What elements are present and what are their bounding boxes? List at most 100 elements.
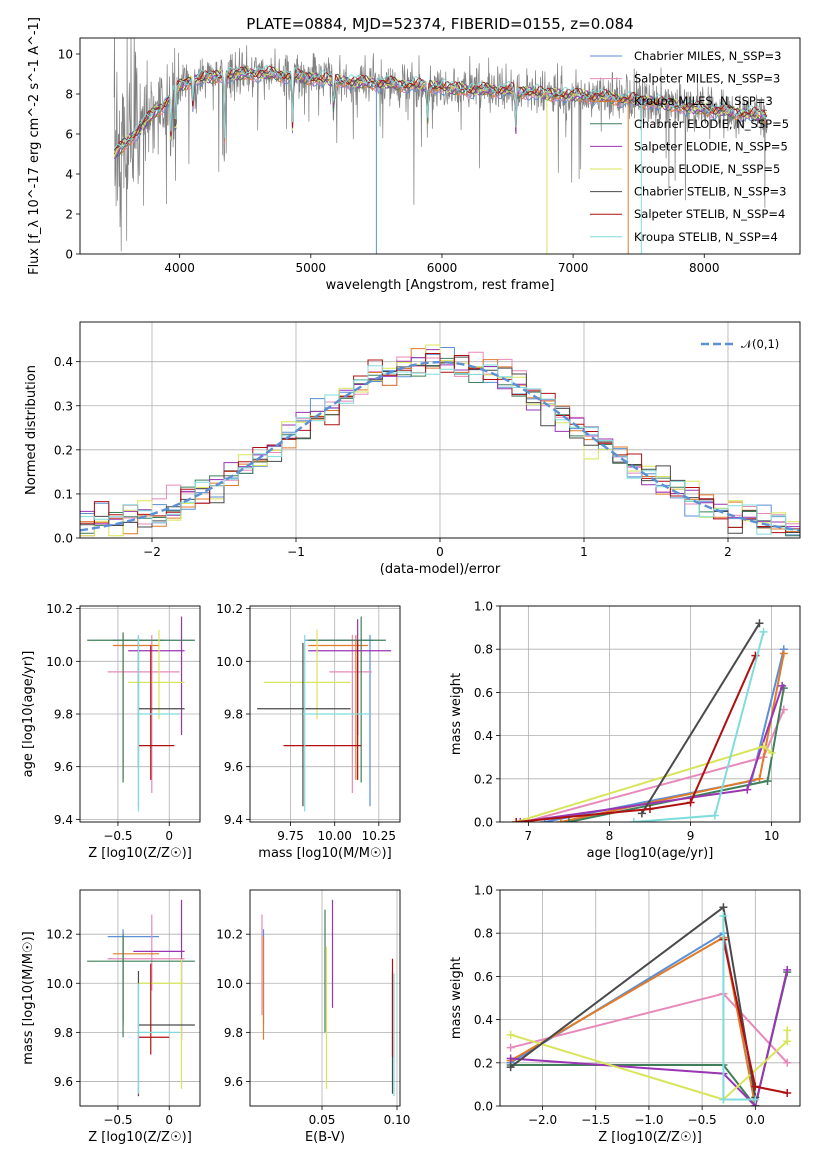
x-tick-label: 0 <box>436 545 444 559</box>
x-axis-label: Z [log10(Z/Z☉)] <box>88 1130 192 1145</box>
y-axis-label: mass [log10(M/M☉)] <box>21 931 36 1064</box>
y-tick-label: 0.4 <box>474 729 493 743</box>
x-tick-label: 0.05 <box>309 1113 336 1127</box>
mass-weight-marker <box>783 1037 792 1046</box>
x-axis-label: (data-model)/error <box>380 562 501 577</box>
y-tick-label: 0.2 <box>474 772 493 786</box>
mass-weight-marker <box>755 619 764 628</box>
y-tick-label: 0.8 <box>474 927 493 941</box>
mass-weight-marker <box>783 1089 792 1098</box>
mass-weight-marker <box>763 776 772 785</box>
figure-title: PLATE=0884, MJD=52374, FIBERID=0155, z=0… <box>246 15 633 33</box>
mass-weight-line <box>510 1030 789 1101</box>
x-axis-label: mass [log10(M/M☉)] <box>258 846 391 861</box>
y-tick-label: 0.4 <box>54 355 73 369</box>
mass-weight-marker <box>512 818 521 822</box>
y-tick-label: 9.6 <box>224 760 243 774</box>
grid <box>500 605 800 823</box>
legend-label: Kroupa ELODIE, N_SSP=5 <box>634 162 780 176</box>
plot-area <box>512 619 788 822</box>
y-axis-label: mass weight <box>449 957 464 1039</box>
x-tick-label: 4000 <box>164 261 195 275</box>
x-tick-label: −0.5 <box>688 1113 717 1127</box>
y-tick-label: 9.8 <box>224 1026 243 1040</box>
plot-area <box>113 38 768 254</box>
y-tick-label: 0.2 <box>474 1056 493 1070</box>
panel-mass_vs_Z: −0.5 0 9.6 9.8 10.0 10.2 Z [log10(Z/Z☉)] mass [… <box>21 889 201 1145</box>
y-tick-label: 1.0 <box>474 600 493 614</box>
plot-area <box>80 344 800 538</box>
y-axis-label: Normed distribution <box>24 365 39 495</box>
x-tick-label: −1 <box>287 545 305 559</box>
y-tick-label: 0.6 <box>474 970 493 984</box>
axes: −0.5 0 9.6 9.8 10.0 10.2 Z [log10(Z/Z☉)] mass [… <box>21 889 201 1145</box>
x-tick-label: 10.00 <box>318 829 352 843</box>
mass-weight-marker <box>783 965 792 974</box>
axes-frame <box>499 889 801 1107</box>
spectrum-legend: Chabrier MILES, N_SSP=3 Salpeter MILES, N… <box>590 49 789 244</box>
legend-label: Salpeter ELODIE, N_SSP=5 <box>634 139 788 153</box>
panel-weight_vs_age: 7 8 9 10 0.0 0.2 0.4 0.6 0.8 1.0 age [log10(age/yr… <box>449 600 801 861</box>
x-axis-label: age [log10(age/yr)] <box>587 846 714 861</box>
mass-weight-marker <box>506 1054 515 1063</box>
x-tick-label: −1.0 <box>634 1113 663 1127</box>
y-tick-label: 0.3 <box>54 399 73 413</box>
mass-weight-marker <box>751 1095 760 1104</box>
legend-label: Salpeter MILES, N_SSP=3 <box>634 72 780 86</box>
axes-frame <box>79 37 801 255</box>
panel-age_vs_mass: 9.75 10.00 10.25 9.4 9.6 9.8 10.0 10.2 mass [log… <box>216 602 401 861</box>
panel-age_vs_Z: −0.5 0 9.4 9.6 9.8 10.0 10.2 Z [log10(Z/Z☉)] age… <box>21 602 201 861</box>
mass-weight-marker <box>755 774 764 783</box>
mass-weight-marker <box>719 903 728 912</box>
x-tick-label: 0.10 <box>384 1113 411 1127</box>
x-tick-label: 2 <box>724 545 732 559</box>
panel-residuals: −2 −1 0 1 2 0.0 0.1 0.2 0.3 0.4 (data-model)/error… <box>24 321 801 577</box>
y-tick-label: 10.2 <box>46 928 73 942</box>
y-tick-label: 0 <box>65 248 73 262</box>
mass-weight-marker <box>646 805 654 814</box>
x-axis-label: Z [log10(Z/Z☉)] <box>598 1130 702 1145</box>
y-tick-label: 0.6 <box>474 686 493 700</box>
x-tick-label: 0.0 <box>746 1113 765 1127</box>
x-tick-label: 5000 <box>296 261 327 275</box>
mass-weight-marker <box>759 742 768 751</box>
panel-spectrum: 4000 5000 6000 7000 8000 0 2 4 6 8 10 wavelength [A… <box>27 17 801 293</box>
y-tick-label: 0.0 <box>474 1100 493 1114</box>
mass-weight-marker <box>783 1026 792 1035</box>
y-tick-label: 4 <box>65 168 73 182</box>
mass-weight-marker <box>629 818 638 822</box>
legend-label: 𝒩(0,1) <box>741 337 779 351</box>
y-tick-label: 10.2 <box>216 928 243 942</box>
plot-area <box>87 899 195 1097</box>
mass-weight-marker <box>506 1063 515 1072</box>
mass-weight-marker <box>564 818 573 822</box>
x-axis-label: wavelength [Angstrom, rest frame] <box>326 278 555 293</box>
axes: −2 −1 0 1 2 0.0 0.1 0.2 0.3 0.4 (data-model)/error… <box>24 321 801 577</box>
mass-weight-marker <box>686 798 695 807</box>
x-tick-label: −2 <box>143 545 161 559</box>
axes: 0.05 0.10 9.6 9.8 10.0 10.2 E(B-V) <box>216 889 411 1145</box>
y-tick-label: 9.6 <box>54 1075 73 1089</box>
y-axis-label: age [log10(age/yr)] <box>21 651 36 778</box>
y-tick-label: 0.0 <box>54 532 73 546</box>
y-tick-label: 8 <box>65 88 73 102</box>
axes: 4000 5000 6000 7000 8000 0 2 4 6 8 10 wavelength [A… <box>27 17 801 293</box>
mass-weight-marker <box>779 649 788 658</box>
axes-frame <box>79 605 201 823</box>
x-tick-label: 0 <box>165 1113 173 1127</box>
y-tick-label: 1.0 <box>474 884 493 898</box>
axes: 9.75 10.00 10.25 9.4 9.6 9.8 10.0 10.2 mass [log… <box>216 602 401 861</box>
y-tick-label: 9.4 <box>224 813 243 827</box>
y-tick-label: 10.0 <box>216 977 243 991</box>
x-tick-label: 6000 <box>427 261 458 275</box>
x-tick-label: 9 <box>687 829 695 843</box>
plot-area <box>257 616 392 812</box>
x-tick-label: 7000 <box>558 261 589 275</box>
x-axis-label: E(B-V) <box>305 1130 345 1145</box>
mass-weight-marker <box>743 785 752 794</box>
mass-weight-marker <box>778 681 787 690</box>
axes-frame <box>79 321 801 539</box>
mass-weight-line <box>641 622 761 814</box>
x-tick-label: −1.5 <box>581 1113 610 1127</box>
